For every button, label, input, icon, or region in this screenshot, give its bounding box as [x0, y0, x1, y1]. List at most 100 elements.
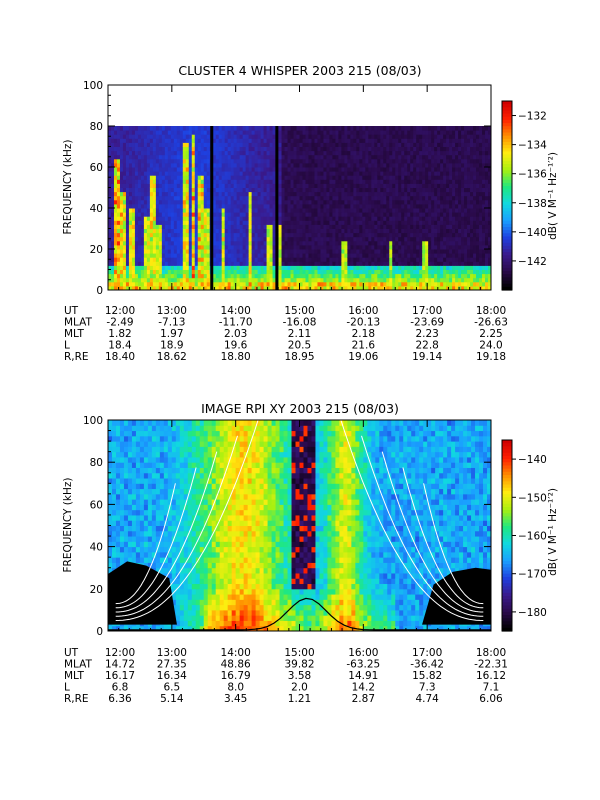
spectrogram-cell: [248, 146, 253, 152]
spectrogram-cell: [455, 134, 459, 139]
spectrogram-cell: [455, 273, 459, 279]
spectrogram-cell: [251, 171, 256, 176]
spectrogram-cell: [377, 179, 381, 184]
spectrogram-cell: [197, 212, 202, 217]
spectrogram-cell: [458, 249, 462, 254]
spectrogram-cell: [200, 240, 205, 246]
spectrogram-cell: [434, 154, 438, 160]
spectrogram-cell: [155, 183, 160, 188]
spectrogram-cell: [476, 232, 480, 238]
spectrogram-cell: [167, 277, 172, 283]
spectrogram-cell: [266, 150, 271, 156]
spectrogram-cell: [431, 249, 435, 254]
spectrogram-cell: [212, 273, 217, 279]
spectrogram-cell: [185, 244, 190, 250]
spectrogram-cell: [305, 195, 309, 201]
spectrogram-cell: [452, 281, 456, 287]
spectrogram-cell: [140, 232, 145, 238]
spectrogram-cell: [374, 162, 378, 168]
spectrogram-cell: [236, 224, 241, 229]
spectrogram-cell: [443, 162, 447, 168]
spectrogram-cell: [128, 195, 133, 201]
spectrogram-cell: [164, 158, 169, 164]
spectrogram-cell: [137, 191, 142, 197]
spectrogram-cell: [122, 277, 127, 283]
spectrogram-cell: [149, 150, 154, 156]
spectrogram-cell: [464, 277, 468, 283]
spectrogram-cell: [155, 171, 160, 176]
spectrogram-cell: [108, 249, 112, 254]
spectrogram-cell: [152, 257, 157, 262]
spectrogram-cell: [239, 236, 244, 242]
spectrogram-cell: [206, 154, 211, 160]
spectrogram-cell: [287, 199, 292, 205]
spectrogram-cell: [125, 253, 130, 258]
spectrogram-cell: [173, 216, 178, 221]
spectrogram-cell: [389, 216, 393, 221]
spectrogram-cell: [200, 154, 205, 160]
spectrogram-cell: [389, 212, 393, 217]
spectrogram-cell: [215, 187, 220, 193]
spectrogram-cell: [245, 224, 250, 229]
spectrogram-cell: [473, 269, 477, 275]
spectrogram-cell: [227, 162, 232, 168]
spectrogram-cell: [281, 216, 286, 221]
spectrogram-cell: [314, 195, 318, 201]
spectrogram-cell: [122, 281, 127, 287]
spectrogram-cell: [323, 158, 327, 164]
spectrogram-cell: [365, 281, 369, 287]
spectrogram-cell: [197, 232, 202, 238]
spectrogram-cell: [362, 171, 366, 176]
spectrogram-cell: [443, 236, 447, 242]
spectrogram-cell: [140, 150, 145, 156]
spectrogram-cell: [368, 130, 372, 135]
spectrogram-cell: [374, 273, 378, 279]
spectrogram-cell: [380, 162, 384, 168]
spectrogram-cell: [326, 183, 330, 188]
spectrogram-cell: [221, 179, 226, 184]
spectrogram-cell: [251, 187, 256, 193]
spectrogram-cell: [323, 236, 327, 242]
spectrogram-cell: [344, 175, 348, 180]
spectrogram-cell: [305, 236, 309, 242]
spectrogram-cell: [125, 273, 130, 279]
spectrogram-cell: [200, 232, 205, 238]
spectrogram-cell: [467, 228, 471, 234]
spectrogram-cell: [185, 179, 190, 184]
spectrogram-cell: [251, 220, 256, 225]
spectrogram-cell: [122, 162, 127, 168]
spectrogram-cell: [428, 285, 432, 291]
spectrogram-cell: [455, 208, 459, 213]
spectrogram-cell: [311, 138, 315, 143]
spectrogram-cell: [479, 220, 483, 225]
spectrogram-cell: [170, 273, 175, 279]
spectrogram-cell: [227, 195, 232, 201]
spectrogram-cell: [362, 208, 366, 213]
spectrogram-cell: [110, 158, 115, 164]
spectrogram-cell: [467, 162, 471, 168]
spectrogram-cell: [347, 240, 351, 246]
spectrogram-cell: [191, 154, 196, 160]
spectrogram-cell: [146, 183, 151, 188]
spectrogram-cell: [383, 240, 387, 246]
spectrogram-cell: [320, 158, 324, 164]
spectrogram-cell: [278, 208, 283, 213]
spectrogram-cell: [140, 167, 145, 172]
spectrogram-cell: [227, 273, 232, 279]
spectrogram-cell: [437, 232, 441, 238]
spectrogram-cell: [215, 273, 220, 279]
spectrogram-cell: [314, 183, 318, 188]
spectrogram-cell: [371, 154, 375, 160]
spectrogram-cell: [308, 199, 312, 205]
spectrogram-cell: [251, 195, 256, 201]
spectrogram-cell: [203, 273, 208, 279]
spectrogram-cell: [323, 154, 327, 160]
spectrogram-cell: [344, 232, 348, 238]
spectrogram-cell: [158, 261, 163, 266]
spectrogram-cell: [380, 195, 384, 201]
spectrogram-cell: [206, 257, 211, 262]
spectrogram-cell: [371, 212, 375, 217]
spectrogram-cell: [320, 253, 324, 258]
spectrogram-cell: [185, 183, 190, 188]
spectrogram-cell: [344, 240, 348, 246]
